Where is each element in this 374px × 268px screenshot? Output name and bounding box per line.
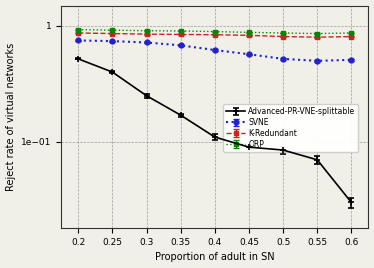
- Legend: Advanced-PR-VNE-splittable, SVNE, K-Redundant, ORP: Advanced-PR-VNE-splittable, SVNE, K-Redu…: [223, 104, 359, 152]
- Y-axis label: Reject rate of virtual networks: Reject rate of virtual networks: [6, 43, 16, 191]
- X-axis label: Proportion of adult in SN: Proportion of adult in SN: [155, 252, 275, 262]
